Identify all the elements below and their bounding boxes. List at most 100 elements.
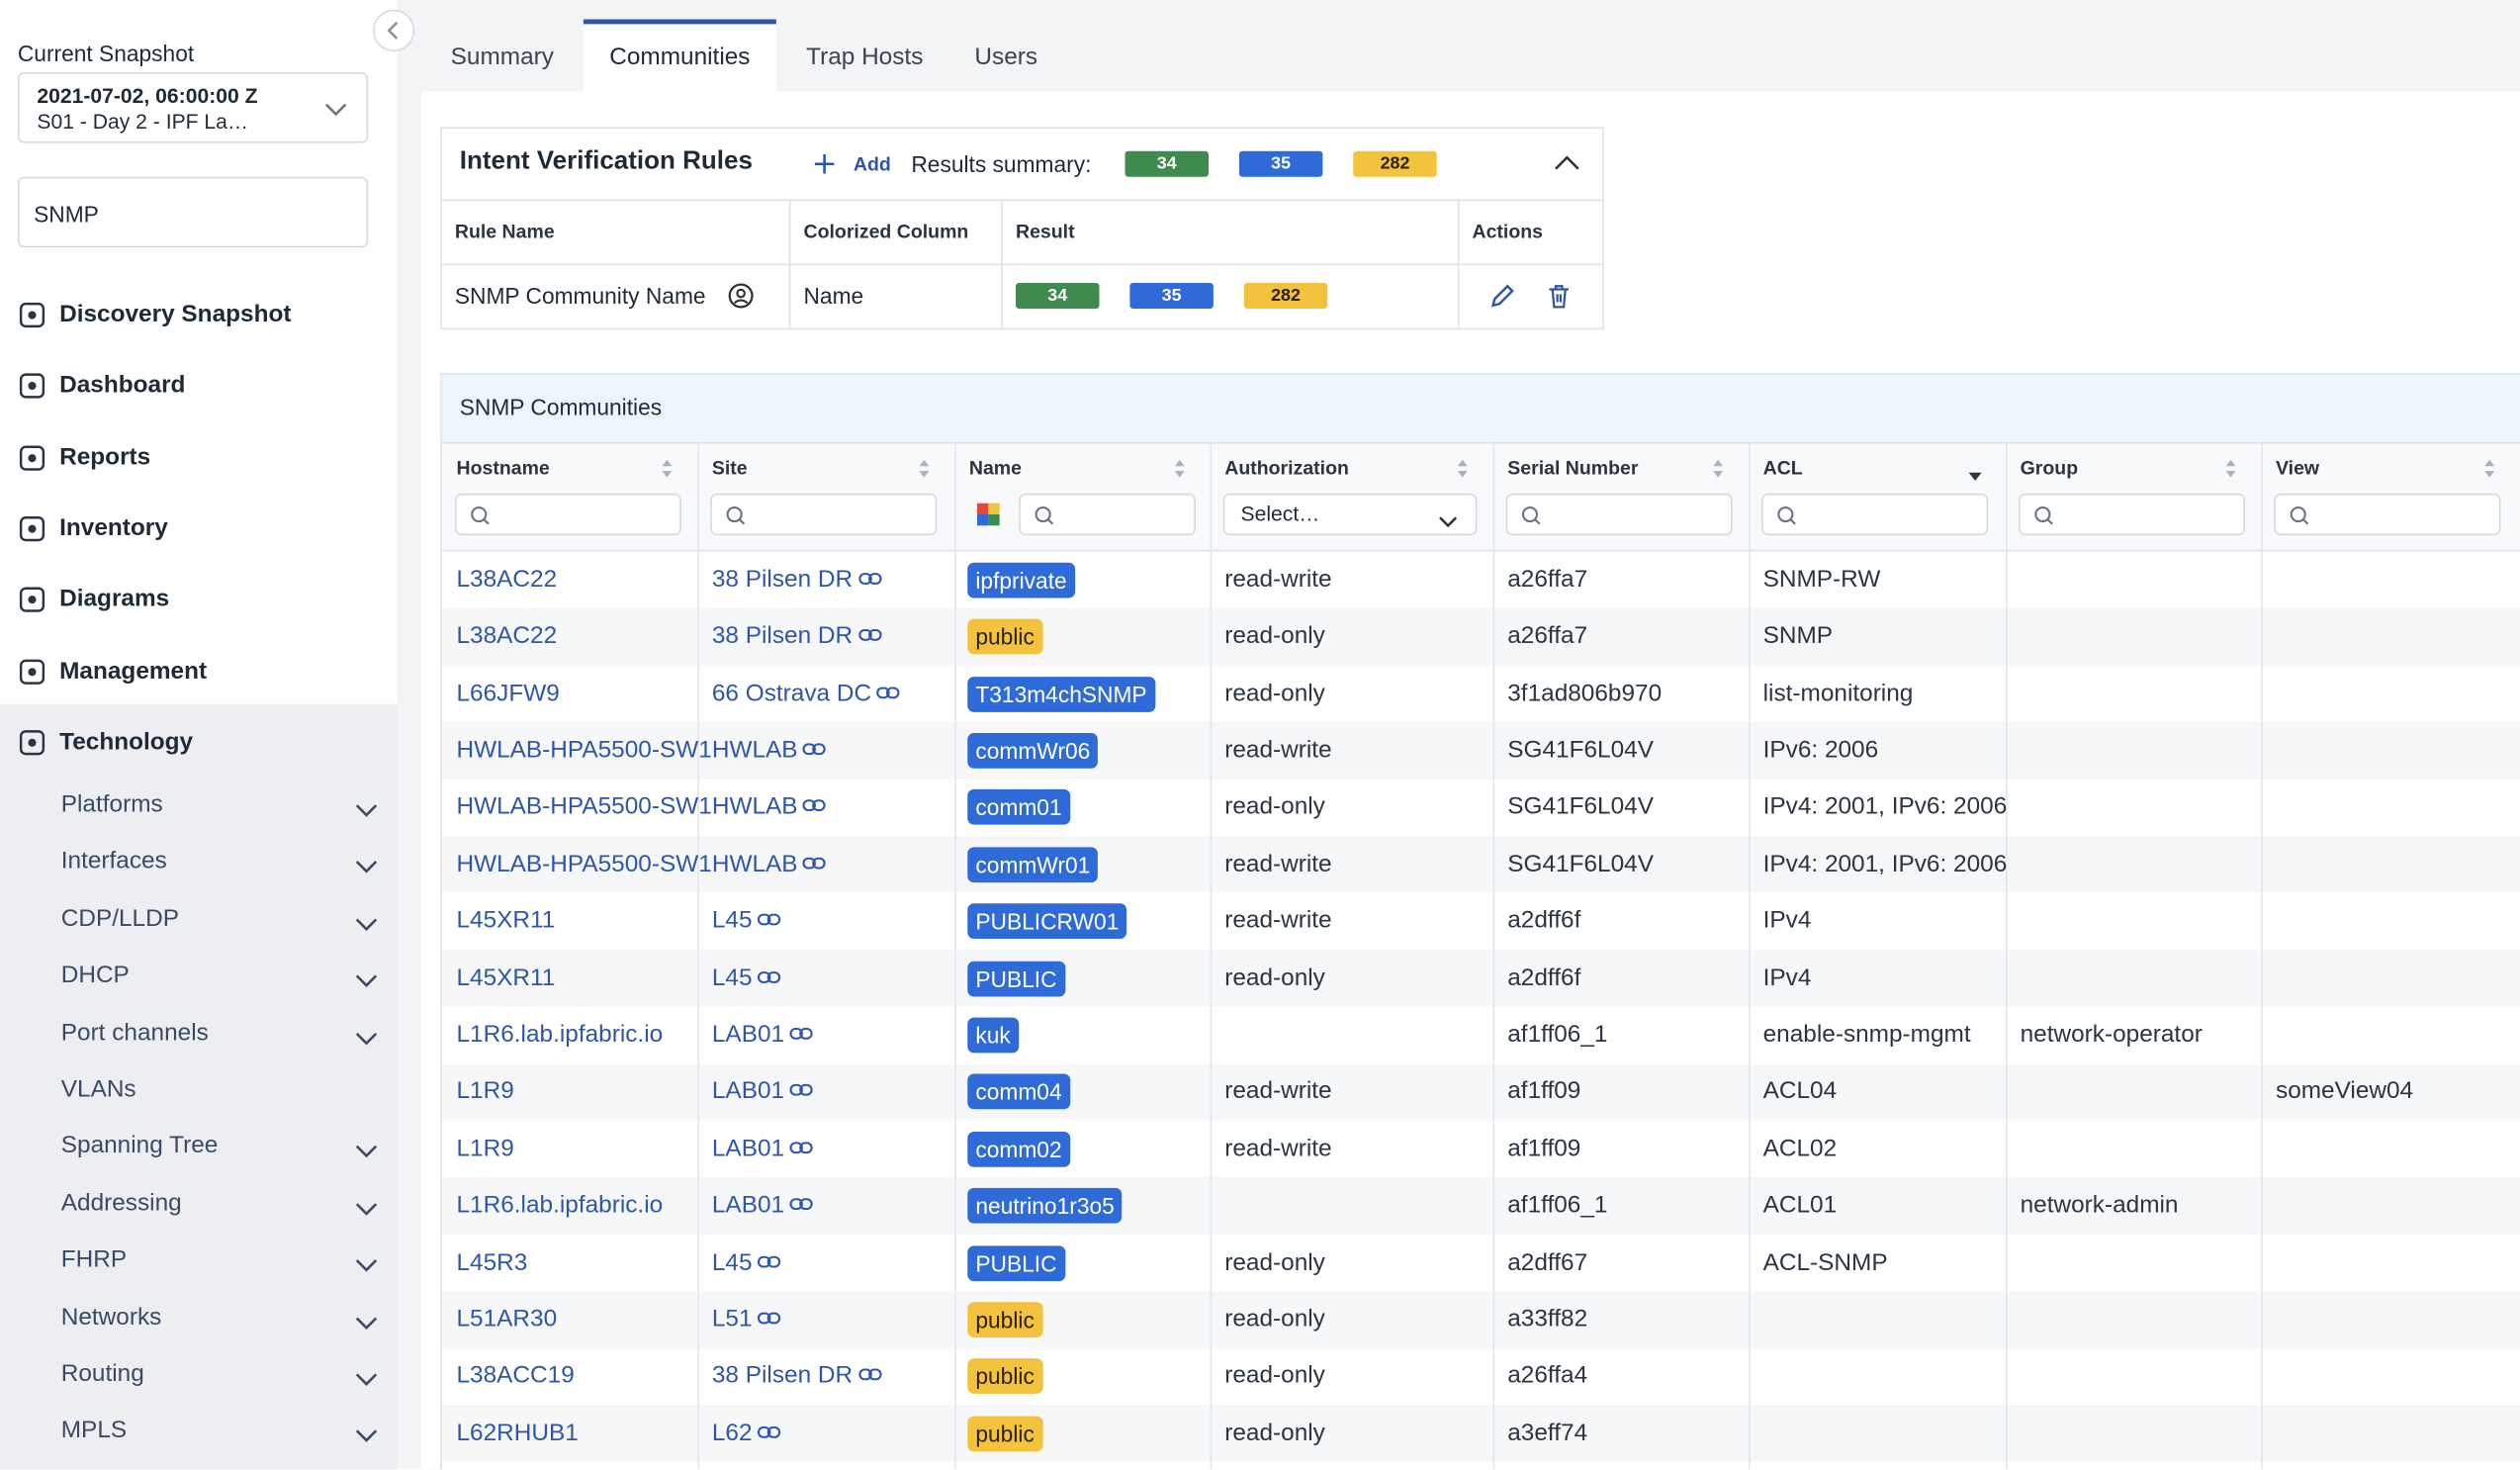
cell-text: SG41F6L04V — [1507, 793, 1654, 821]
link-icon — [784, 1191, 815, 1219]
intent-title: Intent Verification Rules — [460, 148, 753, 177]
subnav-item[interactable]: FHRP — [61, 1246, 127, 1274]
site-link[interactable]: L45 — [712, 907, 783, 935]
col-header[interactable]: Authorization — [1224, 457, 1349, 480]
cell-text: SNMP-RW — [1763, 565, 1881, 593]
snapshot-select[interactable]: 2021-07-02, 06:00:00 Z S01 - Day 2 - IPF… — [18, 72, 368, 143]
site-link[interactable]: HWLAB — [712, 850, 829, 877]
subnav-item[interactable]: DHCP — [61, 962, 130, 989]
community-badge[interactable]: comm02 — [967, 1131, 1069, 1166]
subnav-item[interactable]: VLANs — [61, 1075, 136, 1103]
nav-item[interactable]: Technology — [59, 728, 193, 756]
col-header[interactable]: Serial Number — [1507, 457, 1638, 480]
hostname-link[interactable]: L66JFW9 — [457, 680, 560, 707]
hostname-link[interactable]: L51AR30 — [457, 1305, 558, 1332]
community-badge[interactable]: T313m4chSNMP — [967, 676, 1154, 711]
tab[interactable]: Users — [949, 44, 1062, 71]
site-link[interactable]: HWLAB — [712, 736, 829, 764]
col-header[interactable]: Site — [712, 457, 748, 480]
col-line — [697, 442, 699, 1469]
hostname-link[interactable]: L45XR11 — [457, 964, 556, 991]
subnav-item[interactable]: Port channels — [61, 1019, 209, 1047]
link-icon — [853, 565, 883, 593]
nav-item[interactable]: Inventory — [59, 514, 168, 542]
subnav-item[interactable]: CDP/LLDP — [61, 905, 179, 933]
site-link[interactable]: 38 Pilsen DR — [712, 565, 883, 593]
hostname-link[interactable]: L1R6.lab.ipfabric.io — [457, 1021, 664, 1049]
hostname-link[interactable]: HWLAB-HPA5500-SW1 — [457, 736, 712, 764]
col-header[interactable]: Name — [969, 457, 1022, 480]
collapse-icon[interactable] — [1554, 154, 1579, 170]
collapse-button[interactable] — [373, 10, 414, 51]
subnav-item[interactable]: Platforms — [61, 791, 163, 819]
site-link[interactable]: 66 Ostrava DC — [712, 680, 902, 707]
subnav-item[interactable]: Routing — [61, 1360, 144, 1388]
community-badge[interactable]: commWr01 — [967, 847, 1098, 882]
hostname-link[interactable]: HWLAB-HPA5500-SW1 — [457, 793, 712, 821]
nav-icon — [20, 373, 48, 407]
tab[interactable]: Communities — [584, 44, 776, 71]
hostname-link[interactable]: L45R3 — [457, 1248, 528, 1276]
intent-col-line — [789, 200, 791, 328]
nav-item[interactable]: Diagrams — [59, 586, 169, 613]
hostname-link[interactable]: L45XR11 — [457, 907, 556, 935]
subnav-item[interactable]: Spanning Tree — [61, 1133, 219, 1160]
site-link[interactable]: HWLAB — [712, 793, 829, 821]
community-badge[interactable]: neutrino1r3o5 — [967, 1188, 1123, 1224]
result-pill: 35 — [1129, 283, 1214, 309]
hostname-link[interactable]: L38AC22 — [457, 565, 558, 593]
community-badge[interactable]: public — [967, 1302, 1042, 1337]
add-button[interactable]: Add — [854, 152, 891, 175]
community-badge[interactable]: public — [967, 619, 1042, 655]
site-link[interactable]: L45 — [712, 1248, 783, 1276]
nav-item[interactable]: Reports — [59, 443, 150, 471]
site-link[interactable]: LAB01 — [712, 1135, 815, 1162]
hostname-link[interactable]: L38ACC19 — [457, 1362, 575, 1390]
chevron — [355, 1025, 378, 1051]
hostname-link[interactable]: L38AC22 — [457, 622, 558, 650]
site-link[interactable]: LAB01 — [712, 1021, 815, 1049]
community-badge[interactable]: public — [967, 1359, 1042, 1395]
col-header[interactable]: View — [2276, 457, 2319, 480]
tab[interactable]: Summary — [421, 44, 584, 71]
hostname-link[interactable]: HWLAB-HPA5500-SW1 — [457, 850, 712, 877]
community-badge[interactable]: comm01 — [967, 789, 1069, 825]
snapshot-label: Current Snapshot — [18, 41, 194, 66]
nav-item[interactable]: Management — [59, 657, 207, 685]
community-badge[interactable]: PUBLIC — [967, 1245, 1064, 1281]
col-header[interactable]: Hostname — [457, 457, 550, 480]
subnav-item[interactable]: Addressing — [61, 1189, 182, 1217]
site-link[interactable]: 38 Pilsen DR — [712, 1362, 883, 1390]
community-badge[interactable]: kuk — [967, 1017, 1019, 1053]
search-input[interactable]: SNMP — [18, 177, 368, 248]
tab[interactable]: Trap Hosts — [781, 44, 948, 71]
subnav-item[interactable]: Interfaces — [61, 848, 167, 875]
sort-icon — [1456, 458, 1469, 484]
community-badge[interactable]: PUBLIC — [967, 961, 1064, 996]
site-link[interactable]: 38 Pilsen DR — [712, 622, 883, 650]
community-badge[interactable]: public — [967, 1416, 1042, 1451]
subnav-item[interactable]: Networks — [61, 1303, 162, 1331]
intent-header-row — [442, 200, 1602, 202]
hostname-link[interactable]: L1R6.lab.ipfabric.io — [457, 1191, 664, 1219]
nav-item[interactable]: Discovery Snapshot — [59, 301, 291, 328]
col-header[interactable]: ACL — [1763, 457, 1803, 480]
community-badge[interactable]: ipfprivate — [967, 562, 1075, 597]
site-link[interactable]: LAB01 — [712, 1191, 815, 1219]
hostname-link[interactable]: L1R9 — [457, 1077, 514, 1105]
site-link[interactable]: L45 — [712, 964, 783, 991]
intent-col-header: Rule Name — [455, 221, 555, 243]
community-badge[interactable]: PUBLICRW01 — [967, 903, 1126, 939]
site-link[interactable]: LAB01 — [712, 1077, 815, 1105]
col-header[interactable]: Group — [2021, 457, 2079, 480]
subnav-item[interactable]: MPLS — [61, 1417, 127, 1444]
community-badge[interactable]: comm04 — [967, 1074, 1069, 1110]
nav-item[interactable]: Dashboard — [59, 372, 185, 400]
site-link[interactable]: L62 — [712, 1419, 783, 1446]
chevron — [355, 1196, 378, 1222]
community-badge[interactable]: commWr06 — [967, 733, 1098, 769]
hostname-link[interactable]: L62RHUB1 — [457, 1419, 579, 1446]
site-link[interactable]: L51 — [712, 1305, 783, 1332]
hostname-link[interactable]: L1R9 — [457, 1135, 514, 1162]
cell-text: read-only — [1224, 793, 1325, 821]
